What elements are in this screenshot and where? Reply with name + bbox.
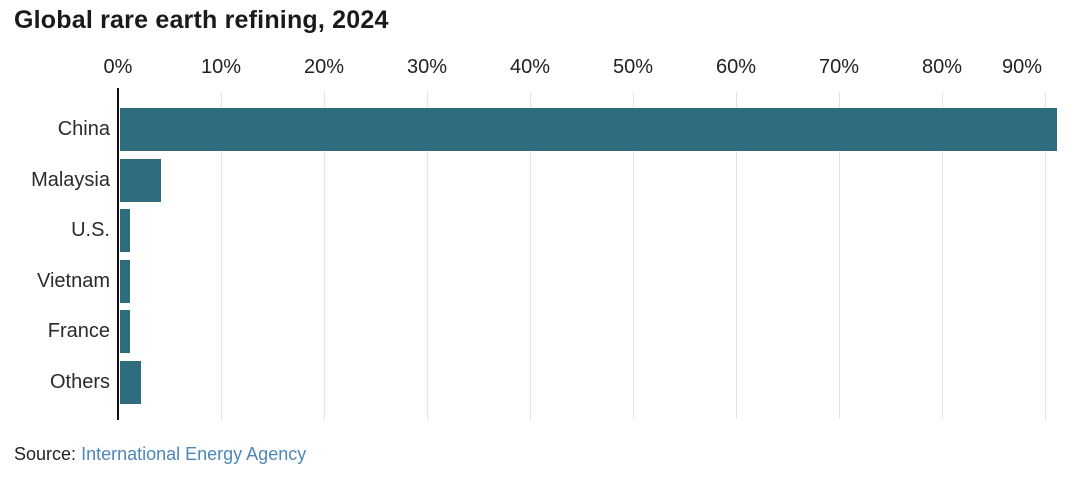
gridline: [427, 92, 428, 419]
category-label: China: [57, 118, 110, 140]
x-axis-tick-label: 90%: [1001, 56, 1043, 78]
x-axis-tick-label: 30%: [406, 56, 448, 78]
gridline: [633, 92, 634, 419]
bar: [120, 310, 130, 354]
gridline: [530, 92, 531, 419]
category-label: France: [47, 320, 110, 343]
y-axis-line: [117, 88, 119, 420]
category-label: Others: [49, 371, 110, 393]
gridline: [1045, 92, 1046, 419]
gridline: [736, 92, 737, 419]
bar: [120, 158, 161, 202]
gridline: [942, 92, 943, 419]
bar: [120, 209, 130, 253]
x-axis-tick-label: 10%: [200, 56, 242, 78]
x-axis-tick-label: 0%: [103, 56, 133, 78]
bar: [120, 361, 141, 404]
gridline: [221, 92, 222, 419]
bar: [120, 259, 130, 303]
gridline: [839, 92, 840, 419]
x-axis-tick-label: 50%: [612, 56, 654, 78]
x-axis-tick-label: 40%: [509, 56, 551, 78]
x-axis-tick-label: 60%: [715, 56, 757, 78]
bar-chart: 0% 10% 20% 30% 40% 50% 60% 70% 80% 90% China Malays…: [31, 56, 1057, 420]
category-label: U.S.: [71, 219, 110, 242]
x-axis-tick-label: 70%: [818, 56, 860, 78]
bar: [120, 108, 1057, 151]
gridline: [324, 92, 325, 419]
source-link[interactable]: International Energy Agency: [81, 444, 307, 464]
source-prefix: Source:: [14, 444, 77, 464]
category-label: Malaysia: [31, 168, 110, 191]
x-axis-tick-label: 20%: [303, 56, 345, 78]
x-axis-tick-label: 80%: [921, 56, 963, 78]
category-label: Vietnam: [36, 269, 110, 292]
source-line: Source: International Energy Agency: [14, 444, 306, 465]
chart-title: Global rare earth refining, 2024: [14, 6, 389, 34]
